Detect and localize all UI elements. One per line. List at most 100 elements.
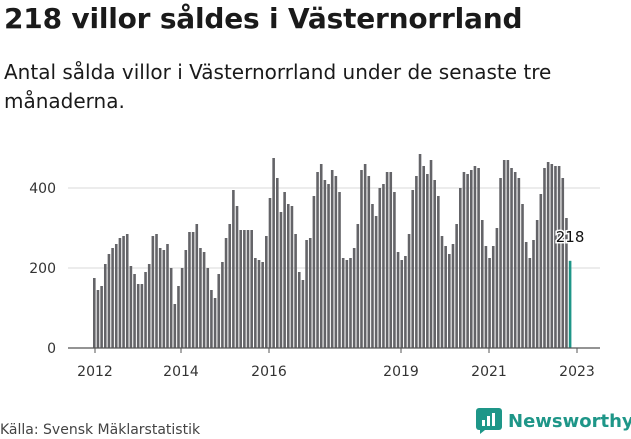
bar [246,230,250,348]
bar [393,192,396,348]
bar [147,264,151,348]
bar [440,236,444,348]
bar [554,166,557,348]
bar [356,224,360,348]
bar [305,240,308,348]
bar [484,246,488,348]
bar [385,172,389,348]
chart-subtitle: Antal sålda villor i Västernorrland unde… [4,60,552,113]
bar [312,196,316,348]
bar [473,166,477,348]
bar [297,272,301,348]
bar [188,232,191,348]
bar [239,230,242,348]
axes: 0 200 400 218 2012 2014 2016 2019 2021 2023 [29,181,600,380]
bar [294,234,297,348]
bar [254,258,257,348]
bar [506,160,510,348]
bar [268,198,272,348]
bar [257,260,261,348]
bar [528,258,532,348]
latest-value-label: 218 [556,228,585,246]
bar [265,236,268,348]
bar [158,248,162,348]
bar [330,170,334,348]
bar [546,162,550,348]
bar [513,172,517,348]
bar [371,204,374,348]
x-tick-label: 2016 [251,364,287,380]
bar [338,192,341,348]
bar [488,258,491,348]
bar [133,274,136,348]
gridlines [68,187,600,269]
bar [301,280,305,348]
bar [429,160,433,348]
bar [177,286,180,348]
bar [327,184,330,348]
bar [261,262,264,348]
bar [228,224,232,348]
bar [374,216,378,348]
x-tick-label: 2012 [77,364,113,380]
bar [422,166,425,348]
bar [202,252,206,348]
bar [389,172,393,348]
bar [565,218,568,348]
bar [162,250,166,348]
bar-series [93,154,572,348]
bar [136,284,140,348]
bar [103,264,107,348]
bar [217,274,221,348]
bar [308,238,312,348]
newsworthy-logo[interactable]: Newsworthy [476,408,631,434]
bar [184,250,188,348]
bar [360,170,363,348]
bar [502,160,506,348]
bar [319,164,323,348]
bar [378,188,382,348]
bar [550,164,554,348]
bar [561,178,565,348]
bar [272,158,275,348]
bar-latest [568,260,572,348]
brand-name: Newsworthy [508,410,631,432]
bar [144,272,147,348]
bar [125,234,129,348]
x-tick-label: 2021 [471,364,507,380]
bar [535,220,539,348]
bar [363,164,367,348]
bar [521,204,524,348]
bar [491,246,495,348]
bar [462,172,466,348]
bar [276,178,279,348]
bar [517,178,521,348]
y-tick-label: 400 [29,181,56,197]
bar [524,242,528,348]
bar [213,298,217,348]
bar [477,168,480,348]
bar [480,220,484,348]
chart-title: 218 villor såldes i Västernorrland [4,2,523,35]
bar [448,254,451,348]
bar [140,284,144,348]
bar [396,252,400,348]
bar [426,174,429,348]
bar [243,230,246,348]
x-tick-label: 2019 [383,364,419,380]
bar [334,176,338,348]
bar [455,224,458,348]
bar [466,174,469,348]
bar [166,244,169,348]
bar [543,168,546,348]
bar [107,254,111,348]
bar [151,236,155,348]
bar [415,176,418,348]
bar [199,248,202,348]
bar [539,194,543,348]
newsworthy-chart-icon [476,408,502,434]
bar [367,176,371,348]
bar [407,234,411,348]
bar [232,190,235,348]
